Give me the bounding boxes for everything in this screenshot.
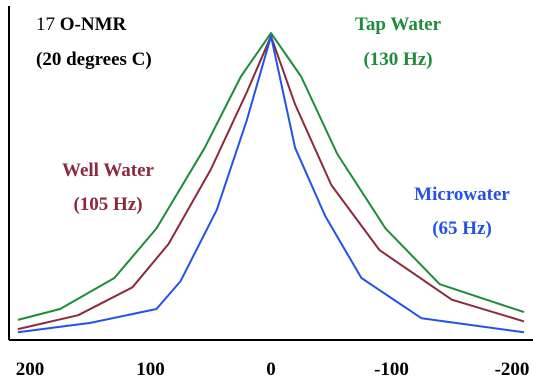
- title-superscript: 17: [36, 14, 55, 35]
- x-tick-label: 200: [16, 359, 45, 380]
- x-tick-label: -100: [374, 359, 409, 380]
- series-layer: [18, 33, 524, 332]
- series-linewidth-microwater: (65 Hz): [432, 218, 492, 239]
- series-label-well-water: Well Water: [62, 160, 155, 181]
- x-tick-label: -200: [495, 359, 530, 380]
- chart-title-line-2: (20 degrees C): [36, 49, 152, 70]
- title-main: O-NMR: [55, 14, 127, 35]
- series-linewidth-well-water: (105 Hz): [73, 194, 142, 215]
- chart-title-line-1: 17 O-NMR: [36, 14, 127, 35]
- x-tick-label: 100: [136, 359, 165, 380]
- series-linewidth-tap-water: (130 Hz): [363, 49, 432, 70]
- tick-layer: 200 100 0 -100 -200: [16, 359, 530, 380]
- x-tick-label: 0: [266, 359, 276, 380]
- series-label-tap-water: Tap Water: [355, 14, 442, 35]
- series-label-microwater: Microwater: [414, 184, 510, 205]
- series-line-well-water: [18, 36, 524, 329]
